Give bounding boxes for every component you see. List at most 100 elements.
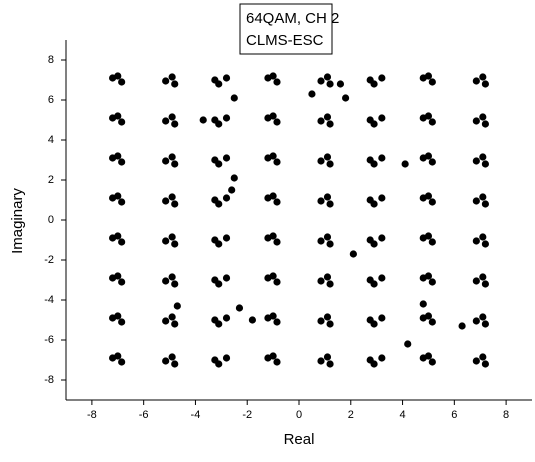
- point: [171, 160, 179, 168]
- point: [481, 240, 489, 248]
- point: [378, 354, 386, 362]
- point: [326, 120, 334, 128]
- point: [317, 157, 325, 165]
- point: [326, 80, 334, 88]
- point: [222, 194, 231, 202]
- point: [401, 160, 409, 168]
- point: [211, 236, 219, 244]
- point: [323, 233, 332, 241]
- point: [424, 152, 433, 160]
- point: [479, 353, 487, 361]
- point: [323, 273, 332, 281]
- point: [472, 277, 480, 285]
- point: [222, 234, 231, 242]
- y-tick-label: 0: [48, 214, 54, 226]
- point: [222, 74, 231, 82]
- point: [118, 278, 126, 286]
- point: [308, 90, 316, 98]
- x-tick-label: 6: [451, 409, 457, 421]
- point: [162, 157, 170, 165]
- point: [428, 238, 436, 246]
- point: [118, 318, 126, 326]
- point: [472, 237, 480, 245]
- point: [481, 80, 489, 88]
- point: [162, 197, 170, 205]
- point: [323, 153, 332, 161]
- point: [114, 352, 122, 360]
- x-tick-label: -4: [191, 409, 201, 421]
- point: [269, 192, 277, 200]
- point: [269, 352, 277, 360]
- point: [118, 358, 126, 366]
- y-tick-label: 8: [48, 54, 54, 66]
- point: [230, 174, 238, 182]
- point: [317, 237, 325, 245]
- point: [419, 300, 427, 308]
- point: [162, 117, 170, 125]
- point: [317, 357, 325, 365]
- point: [479, 193, 487, 201]
- point: [222, 114, 231, 122]
- point: [317, 197, 325, 205]
- x-tick-label: 4: [399, 409, 405, 421]
- point: [171, 200, 179, 208]
- point: [211, 196, 219, 204]
- point: [118, 238, 126, 246]
- point: [378, 234, 386, 242]
- point: [162, 237, 170, 245]
- point: [171, 120, 179, 128]
- x-tick-label: -6: [139, 409, 149, 421]
- point: [404, 340, 412, 348]
- point: [114, 272, 122, 280]
- y-tick-label: 2: [48, 174, 54, 186]
- point: [481, 160, 489, 168]
- point: [317, 317, 325, 325]
- point: [424, 192, 433, 200]
- point: [342, 94, 350, 102]
- point: [269, 272, 277, 280]
- point: [168, 353, 176, 361]
- point: [222, 354, 231, 362]
- point: [424, 312, 433, 320]
- point: [162, 277, 170, 285]
- x-tick-label: 8: [503, 409, 509, 421]
- point: [336, 80, 345, 88]
- point: [424, 112, 433, 120]
- point: [323, 193, 332, 201]
- point: [323, 113, 332, 121]
- y-axis-label: Imaginary: [9, 188, 26, 254]
- point: [378, 154, 386, 162]
- point: [349, 250, 357, 258]
- point: [269, 112, 277, 120]
- point: [269, 312, 277, 320]
- point: [273, 118, 281, 126]
- point: [168, 273, 176, 281]
- point: [248, 316, 256, 324]
- point: [481, 280, 489, 288]
- point: [171, 320, 179, 328]
- point: [366, 316, 374, 324]
- point: [472, 357, 480, 365]
- point: [378, 114, 386, 122]
- point: [162, 77, 170, 85]
- point: [428, 78, 436, 86]
- point: [424, 72, 433, 80]
- point: [235, 304, 244, 312]
- point: [273, 278, 281, 286]
- point: [366, 116, 374, 124]
- point: [326, 360, 334, 368]
- point: [479, 313, 487, 321]
- y-tick-label: 6: [48, 94, 54, 106]
- point: [481, 120, 489, 128]
- point: [472, 157, 480, 165]
- point: [458, 322, 466, 330]
- point: [273, 198, 281, 206]
- point: [472, 77, 480, 85]
- point: [481, 320, 489, 328]
- point: [269, 152, 277, 160]
- point: [171, 80, 179, 88]
- point: [428, 118, 436, 126]
- point: [273, 238, 281, 246]
